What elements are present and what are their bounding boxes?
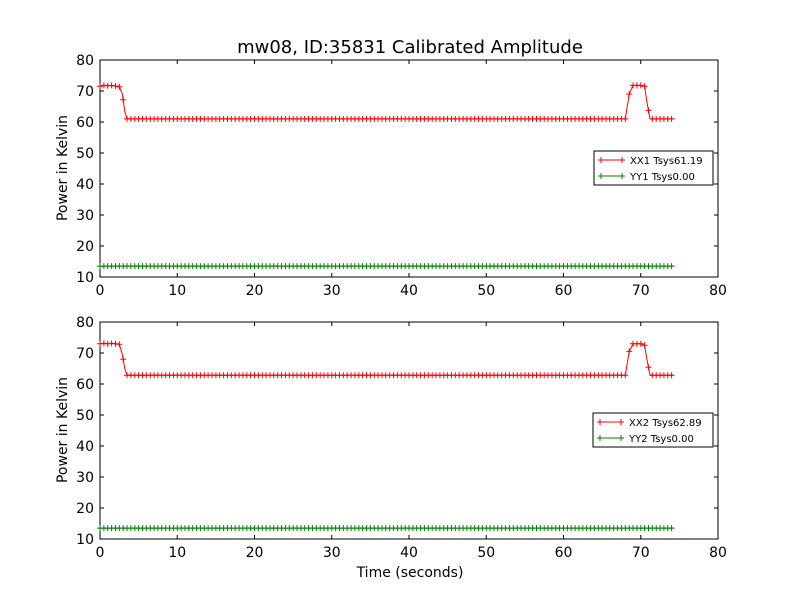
top-legend-label-yy1: YY1 Tsys0.00 [629, 172, 695, 183]
bottom-x-tick-label: 0 [96, 545, 105, 561]
bottom-y-tick-label: 60 [76, 377, 94, 393]
bottom-legend-label-yy2: YY2 Tsys0.00 [628, 434, 694, 445]
top-series-point [641, 83, 648, 90]
bottom-x-axis-label: Time (seconds) [356, 565, 464, 581]
top-panel: Power in Kelvin 0 10 20 30 40 50 60 70 801020304… [55, 53, 727, 299]
bottom-series-point [668, 372, 675, 379]
bottom-series-point [622, 372, 629, 379]
top-series-markers-0 [97, 82, 675, 122]
top-y-tick-label: 20 [76, 239, 94, 255]
top-legend-marker [619, 173, 625, 179]
chart-title: mw08, ID:35831 Calibrated Amplitude [237, 37, 583, 58]
top-x-tick-label: 50 [477, 283, 495, 299]
bottom-series-point [116, 341, 123, 348]
top-y-tick-label: 60 [76, 115, 94, 131]
bottom-y-tick-label: 40 [76, 439, 94, 455]
bottom-legend-box [592, 412, 714, 448]
bottom-series-point [626, 348, 633, 355]
bottom-x-tick-label: 10 [168, 545, 186, 561]
bottom-series-markers-1 [97, 525, 675, 532]
bottom-legend-marker [597, 435, 603, 441]
bottom-x-tick-label: 60 [555, 545, 573, 561]
bottom-series-markers-0 [97, 340, 675, 379]
top-y-tick-label: 40 [76, 177, 94, 193]
bottom-x-tick-label: 40 [400, 545, 418, 561]
top-series-point [668, 263, 675, 270]
top-series-point [97, 83, 103, 90]
top-x-tick-label: 0 [96, 283, 105, 299]
bottom-x-tick-label: 70 [632, 545, 650, 561]
bottom-legend-marker [597, 419, 603, 425]
top-y-tick-label: 50 [76, 146, 94, 162]
bottom-legend-label-xx2: XX2 Tsys62.89 [629, 418, 702, 429]
bottom-legend-marker [618, 435, 624, 441]
top-series-point [116, 83, 123, 90]
top-legend-marker [598, 157, 604, 163]
top-series-point [668, 115, 675, 122]
top-series-point [120, 96, 127, 103]
bottom-y-tick-label: 50 [76, 408, 94, 424]
bottom-x-tick-label: 50 [477, 545, 495, 561]
top-series-point [626, 91, 633, 98]
top-x-tick-label: 20 [246, 283, 264, 299]
bottom-y-tick-label: 80 [76, 315, 94, 331]
top-series-point [622, 115, 629, 122]
top-series-point [108, 82, 115, 89]
bottom-y-tick-label: 10 [76, 532, 94, 548]
bottom-y-tick-label: 20 [76, 501, 94, 517]
top-y-axis-label: Power in Kelvin [55, 115, 71, 221]
bottom-x-tick-label: 30 [323, 545, 341, 561]
bottom-y-tick-label: 70 [76, 346, 94, 362]
top-x-tick-label: 30 [323, 283, 341, 299]
top-x-tick-label: 70 [632, 283, 650, 299]
top-y-tick-label: 30 [76, 208, 94, 224]
top-series-markers-1 [97, 263, 675, 270]
bottom-series-point [637, 340, 644, 347]
bottom-legend: XX2 Tsys62.89 YY2 Tsys0.00 [592, 412, 714, 448]
bottom-series-point [112, 340, 119, 347]
top-y-tick-label: 80 [76, 53, 94, 69]
top-legend-marker [619, 157, 625, 163]
top-legend-marker [598, 173, 604, 179]
top-y-tick-label: 10 [76, 270, 94, 286]
top-series-point [112, 83, 119, 89]
top-x-tick-label: 10 [168, 283, 186, 299]
bottom-series-point [641, 342, 648, 349]
bottom-series-point [645, 364, 652, 371]
top-x-tick-label: 40 [400, 283, 418, 299]
top-series-point [637, 82, 644, 89]
top-legend: XX1 Tsys61.19 YY1 Tsys0.00 [593, 150, 714, 186]
bottom-x-tick-label: 80 [709, 545, 727, 561]
top-y-tick-label: 70 [76, 84, 94, 100]
top-x-tick-label: 80 [709, 283, 727, 299]
bottom-y-tick-label: 30 [76, 470, 94, 486]
bottom-y-axis-label: Power in Kelvin [55, 377, 71, 483]
bottom-legend-marker [618, 419, 624, 425]
top-legend-label-xx1: XX1 Tsys61.19 [630, 156, 703, 167]
bottom-series-point [668, 525, 675, 532]
top-x-tick-label: 60 [555, 283, 573, 299]
bottom-panel: Power in Kelvin Time (seconds) 0 10 20 30 40… [55, 315, 727, 581]
top-legend-box [593, 150, 714, 186]
bottom-x-tick-label: 20 [246, 545, 264, 561]
bottom-series-point [120, 356, 127, 363]
top-series-point [645, 107, 652, 114]
